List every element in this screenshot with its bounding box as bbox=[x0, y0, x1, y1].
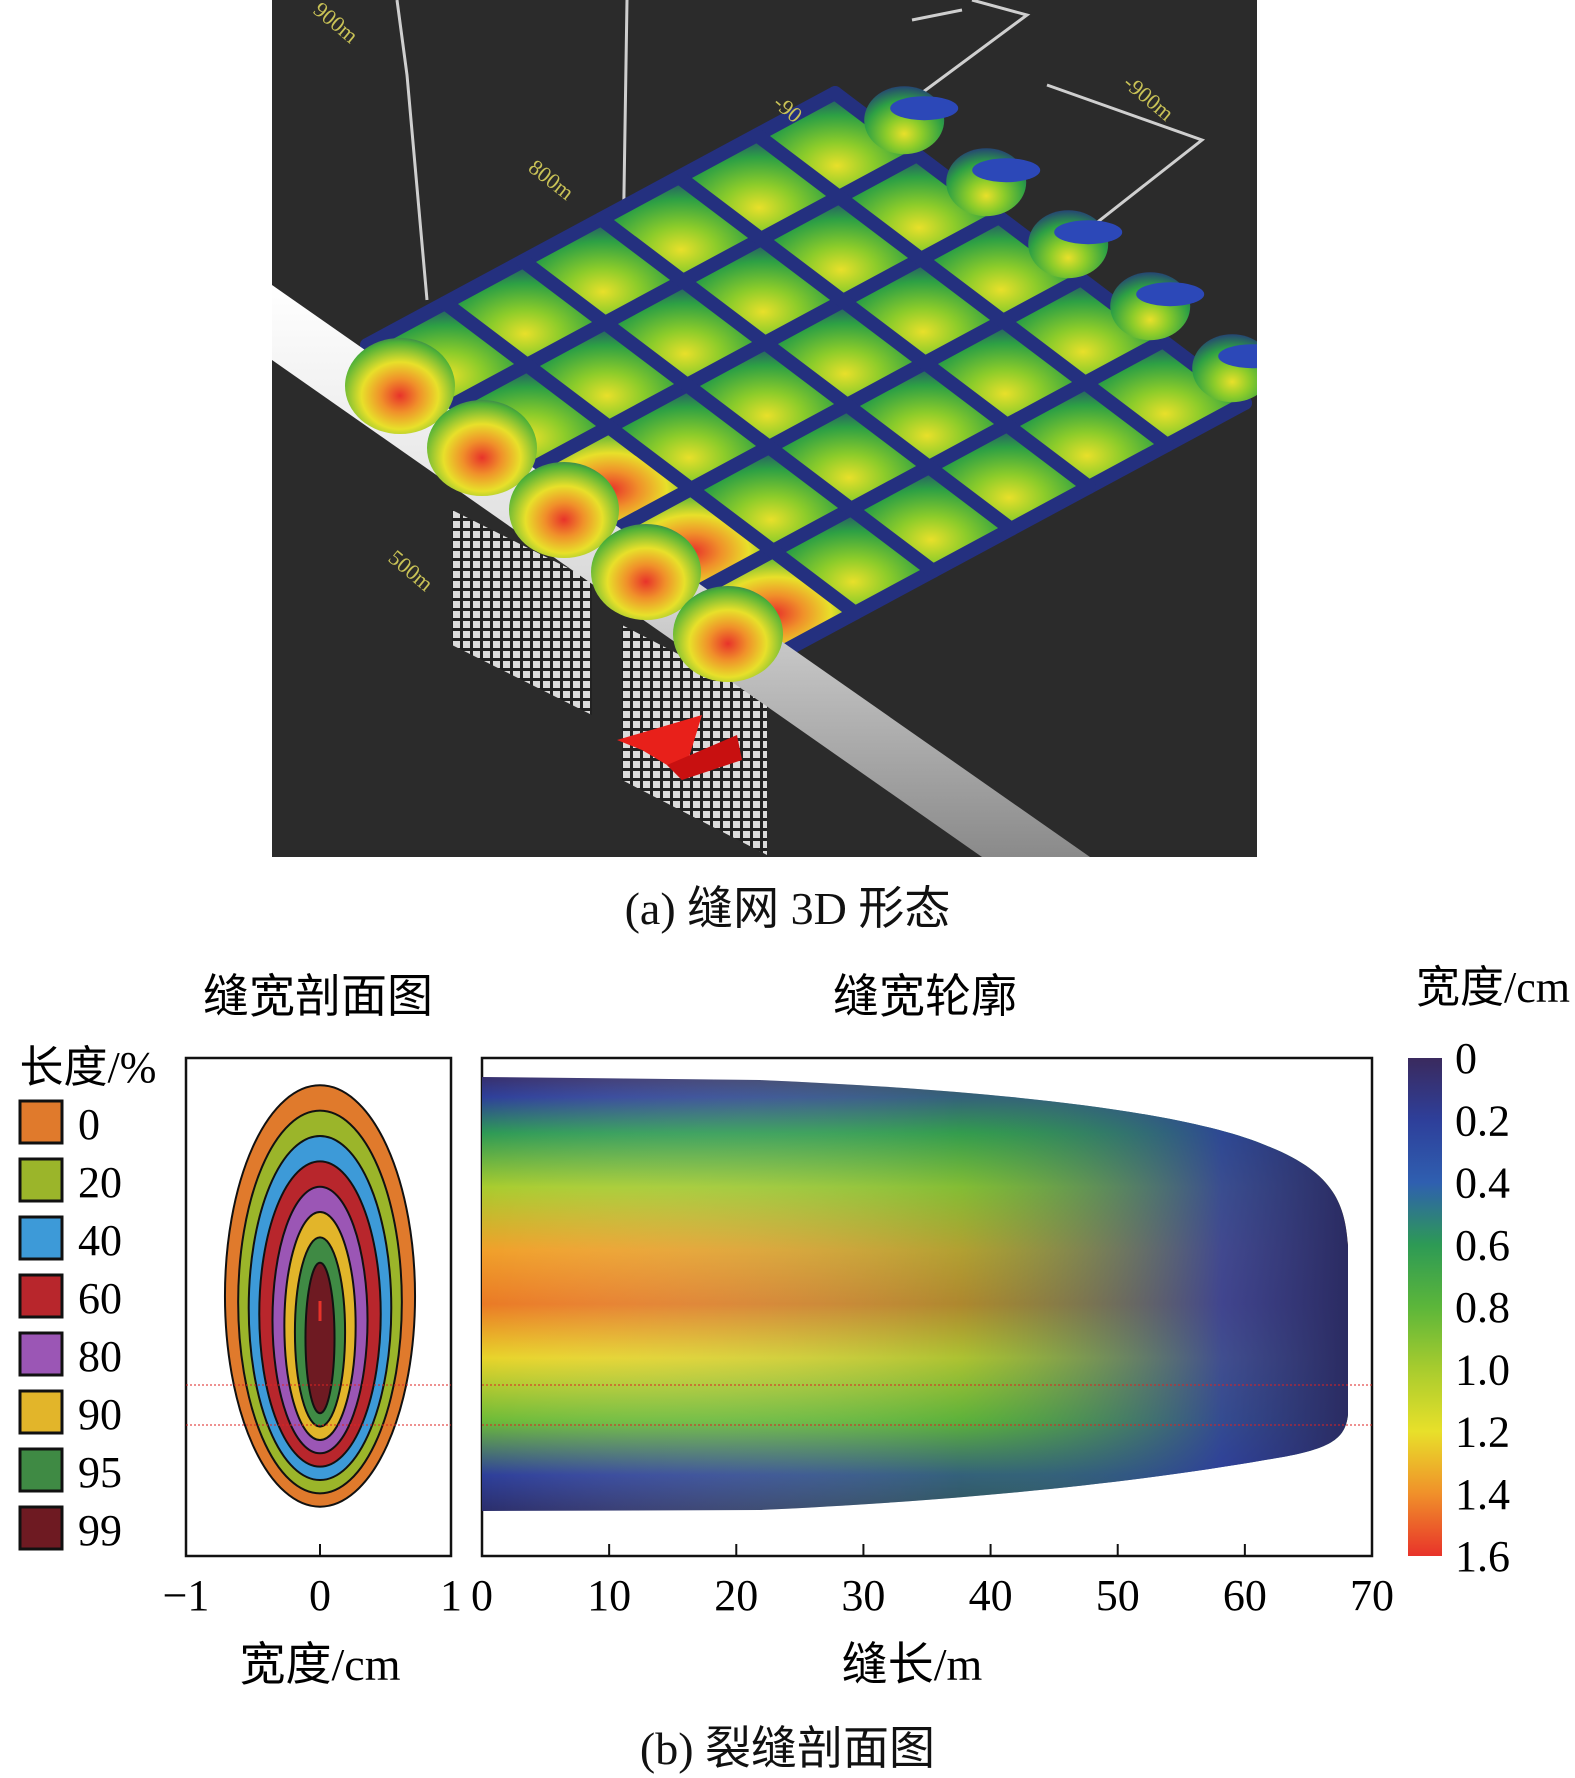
profile-title: 缝宽剖面图 bbox=[203, 971, 433, 1022]
colorbar-tick-label: 0.4 bbox=[1455, 1159, 1510, 1208]
fracture-tip-lobe bbox=[1054, 220, 1123, 245]
panel-b-caption: (b) 裂缝剖面图 bbox=[639, 1723, 936, 1774]
fracture-hotspot bbox=[427, 400, 537, 496]
colorbar-tick-label: 0 bbox=[1455, 1034, 1477, 1083]
tick-label: 50 bbox=[1096, 1571, 1140, 1620]
legend-label: 20 bbox=[78, 1158, 122, 1207]
legend-title: 长度/% bbox=[20, 1043, 157, 1092]
tick-label: 60 bbox=[1223, 1571, 1267, 1620]
fracture-tip-lobe bbox=[1218, 344, 1257, 369]
width-profile-contours bbox=[223, 1084, 417, 1508]
legend-swatch bbox=[18, 1505, 64, 1551]
contour-x-label: 缝长/m bbox=[842, 1639, 983, 1690]
legend-swatch bbox=[18, 1273, 64, 1319]
profile-x-axis: −1 0 1 bbox=[163, 1544, 462, 1620]
colorbar-tick-label: 0.2 bbox=[1455, 1096, 1510, 1145]
colorbar-tick-label: 1.4 bbox=[1455, 1470, 1510, 1519]
fracture-tip-lobe bbox=[972, 158, 1041, 183]
tick-label: −1 bbox=[163, 1571, 210, 1620]
legend-swatch bbox=[18, 1331, 64, 1377]
fracture-tip-lobe bbox=[1028, 210, 1109, 279]
legend-swatch bbox=[18, 1389, 64, 1435]
fracture-hotspot bbox=[591, 524, 701, 620]
tick-label: 70 bbox=[1350, 1571, 1394, 1620]
tick-label: 20 bbox=[714, 1571, 758, 1620]
colorbar-tick-label: 1.6 bbox=[1455, 1532, 1510, 1581]
legend-swatch bbox=[18, 1099, 64, 1145]
legend-label: 99 bbox=[78, 1506, 122, 1555]
legend-label: 90 bbox=[78, 1390, 122, 1439]
legend-swatch bbox=[18, 1157, 64, 1203]
tick-label: 0 bbox=[309, 1571, 331, 1620]
colorbar-tick-label: 0.6 bbox=[1455, 1221, 1510, 1270]
colorbar-ticks: 0 0.2 0.4 0.6 0.8 1.0 1.2 1.4 1.6 bbox=[1455, 1034, 1510, 1581]
colorbar-tick-label: 0.8 bbox=[1455, 1283, 1510, 1332]
colorbar-tick-label: 1.2 bbox=[1455, 1408, 1510, 1457]
fracture-tip-lobe bbox=[864, 86, 945, 155]
legend-label: 60 bbox=[78, 1274, 122, 1323]
perforation-panels bbox=[452, 510, 767, 855]
fracture-profile-figure: 缝宽剖面图 缝宽轮廓 宽度/cm 长度/% 0 20 40 60 80 90 95 99 −1… bbox=[18, 963, 1570, 1690]
fracture-tip-lobe bbox=[946, 148, 1027, 217]
legend-label: 0 bbox=[78, 1100, 100, 1149]
grid-fracture-line bbox=[516, 254, 940, 578]
legend-swatch bbox=[18, 1215, 64, 1261]
grid-fracture-line bbox=[438, 296, 862, 620]
width-contour-heatmap bbox=[482, 1077, 1348, 1511]
contour-title: 缝宽轮廓 bbox=[833, 971, 1017, 1022]
colorbar-tick-label: 1.0 bbox=[1455, 1345, 1510, 1394]
fracture-network-3d-view: 900m 800m -900m -90 500m bbox=[272, 0, 1257, 857]
profile-contour-band bbox=[304, 1261, 336, 1415]
fracture-tip-lobe bbox=[1110, 272, 1191, 341]
fracture-tip-lobe bbox=[1136, 282, 1205, 307]
legend-label: 40 bbox=[78, 1216, 122, 1265]
tick-label: 1 bbox=[440, 1571, 462, 1620]
panel-a-caption: (a) 缝网 3D 形态 bbox=[624, 883, 951, 934]
tick-label: 10 bbox=[587, 1571, 631, 1620]
legend-label: 95 bbox=[78, 1448, 122, 1497]
grid-fracture-line bbox=[672, 170, 1096, 494]
grid-fracture-line bbox=[594, 212, 1018, 536]
fracture-tip-lobe bbox=[890, 96, 959, 121]
colorbar-title: 宽度/cm bbox=[1416, 963, 1570, 1012]
tick-label: 0 bbox=[471, 1571, 493, 1620]
contour-x-axis: 0 10 20 30 40 50 60 70 bbox=[471, 1544, 1394, 1620]
tick-label: 30 bbox=[841, 1571, 885, 1620]
wellbore-fracture-front bbox=[345, 338, 783, 682]
length-legend: 0 20 40 60 80 90 95 99 bbox=[18, 1099, 122, 1555]
fracture-hotspot bbox=[673, 586, 783, 682]
legend-swatch bbox=[18, 1447, 64, 1493]
fracture-hotspot bbox=[345, 338, 455, 434]
fracture-hotspot bbox=[509, 462, 619, 558]
tick-label: 40 bbox=[969, 1571, 1013, 1620]
grid-fracture-line bbox=[750, 128, 1174, 452]
legend-label: 80 bbox=[78, 1332, 122, 1381]
colorbar bbox=[1408, 1058, 1442, 1556]
profile-x-label: 宽度/cm bbox=[240, 1639, 401, 1690]
fracture-grid bbox=[360, 86, 1257, 662]
